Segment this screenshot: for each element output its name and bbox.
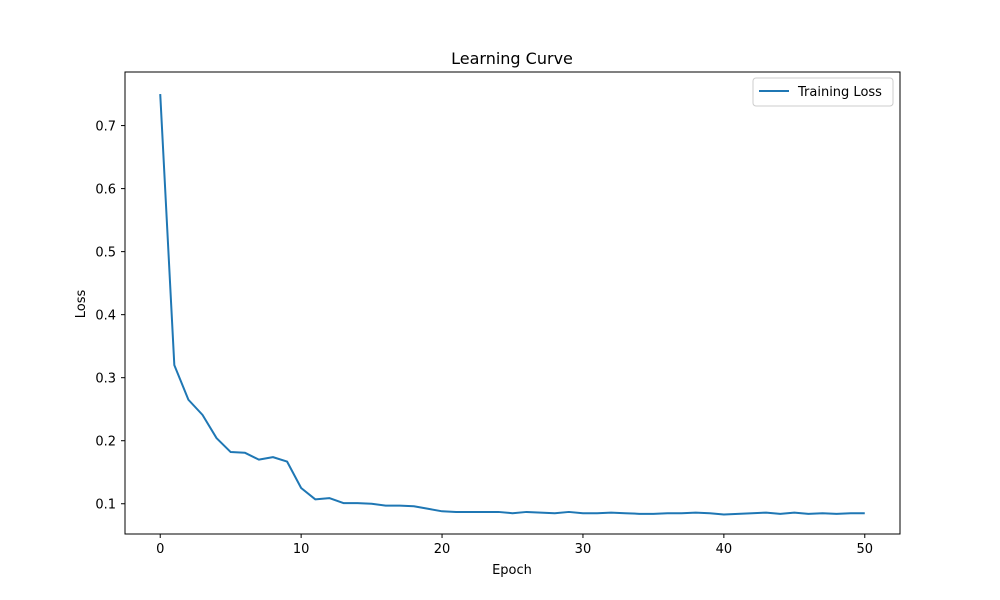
y-tick-label: 0.4 (95, 309, 116, 324)
chart-title: Learning Curve (451, 49, 573, 68)
y-axis-label: Loss (74, 290, 89, 319)
y-tick-label: 0.1 (95, 498, 116, 513)
legend-label-training-loss: Training Loss (797, 85, 882, 100)
axes-frame (125, 72, 900, 534)
x-tick-label: 20 (434, 542, 451, 557)
y-tick-label: 0.6 (95, 183, 116, 198)
x-tick-label: 40 (716, 542, 733, 557)
x-tick-label: 0 (156, 542, 164, 557)
x-tick-label: 50 (856, 542, 873, 557)
x-tick-label: 30 (575, 542, 592, 557)
x-tick-label: 10 (293, 542, 310, 557)
x-axis: 0 10 20 30 40 50 (156, 534, 873, 557)
legend: Training Loss (753, 78, 893, 106)
plot-area (160, 94, 865, 514)
x-axis-label: Epoch (492, 563, 532, 578)
y-tick-label: 0.2 (95, 435, 116, 450)
y-tick-label: 0.5 (95, 246, 116, 261)
series-line-training-loss (160, 94, 865, 514)
y-tick-label: 0.3 (95, 372, 116, 387)
y-axis: 0.1 0.2 0.3 0.4 0.5 0.6 0.7 (95, 120, 125, 513)
y-tick-label: 0.7 (95, 120, 116, 135)
